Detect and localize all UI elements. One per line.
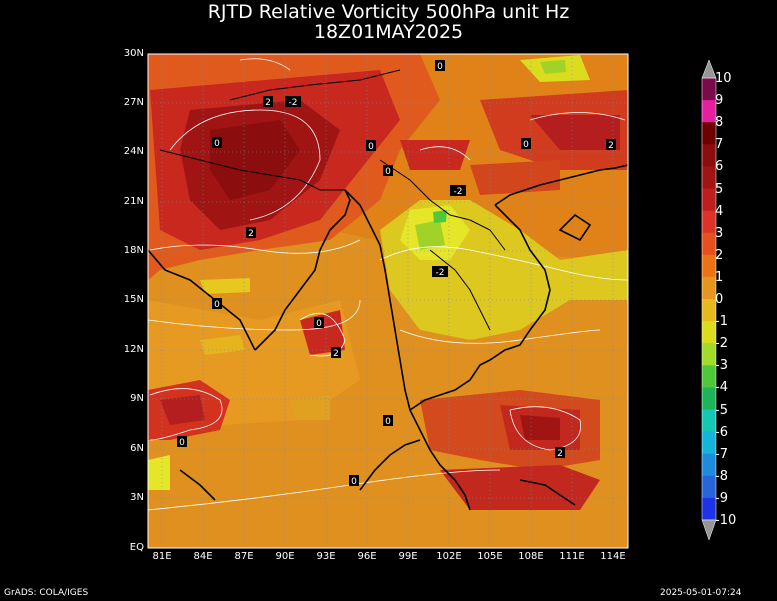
contour-lines — [148, 58, 628, 511]
colorbar-swatch — [702, 343, 716, 366]
lon-label: 96E — [357, 551, 377, 562]
colorbar-label: 7 — [715, 137, 724, 153]
colorbar-label: 10 — [715, 71, 732, 86]
colorbar-label: -10 — [715, 513, 737, 528]
colorbar-swatch — [702, 475, 716, 499]
colorbar-label: 1 — [715, 269, 724, 285]
lat-label: 3N — [130, 492, 144, 503]
colorbar-label: 0 — [715, 292, 724, 307]
lon-label: 93E — [316, 551, 336, 562]
colorbar-swatch — [702, 254, 716, 278]
contour-value-labels: 0 2 -2 0 0 -2 2 0 -2 0 2 2 0 0 0 0 2 0 — [177, 60, 616, 487]
colorbar-label: 4 — [715, 203, 724, 219]
lon-label: 99E — [398, 551, 418, 562]
colorbar-bottom-arrow — [701, 519, 717, 541]
colorbar-label: 2 — [715, 247, 724, 263]
contour-label: 0 — [351, 477, 357, 487]
colorbar-swatch — [702, 409, 716, 432]
colorbar-swatch — [702, 365, 716, 388]
colorbar-swatch — [702, 232, 716, 256]
lat-label: EQ — [129, 542, 144, 553]
country-borders — [159, 69, 506, 331]
colorbar — [701, 77, 717, 521]
contour-label: 2 — [248, 229, 254, 239]
contour-label: -2 — [289, 98, 298, 108]
colorbar-label: -5 — [715, 402, 728, 418]
colorbar-label: 3 — [715, 225, 724, 241]
contour-label: 2 — [608, 141, 614, 151]
colorbar-label: -7 — [715, 446, 728, 462]
lon-label: 111E — [559, 551, 585, 562]
lat-label: 30N — [123, 48, 144, 59]
colorbar-swatch — [702, 497, 716, 521]
map-title: RJTD Relative Vorticity 500hPa unit Hz — [207, 1, 570, 23]
colorbar-swatch — [702, 144, 716, 167]
lon-label: 87E — [234, 551, 254, 562]
contour-label: 0 — [316, 319, 322, 329]
contour-label: 0 — [179, 438, 185, 448]
colorbar-label: 9 — [715, 93, 724, 109]
colorbar-label: 6 — [715, 159, 724, 175]
footer-timestamp: 2025-05-01-07:24 — [660, 588, 742, 598]
colorbar-swatch — [702, 166, 716, 189]
lon-label: 81E — [152, 551, 172, 562]
contour-label: 0 — [437, 62, 443, 72]
colorbar-swatch — [702, 188, 716, 211]
colorbar-label: -8 — [715, 468, 728, 484]
lon-label: 84E — [193, 551, 213, 562]
colorbar-swatch — [702, 387, 716, 410]
contour-label: -2 — [454, 187, 463, 197]
lat-label: 6N — [130, 443, 144, 454]
contour-label: -2 — [436, 268, 445, 278]
colorbar-swatch — [702, 100, 716, 123]
colorbar-label: -6 — [715, 424, 728, 440]
colorbar-swatch — [702, 122, 716, 145]
contour-label: 2 — [265, 98, 271, 108]
lat-label: 18N — [123, 245, 144, 256]
colorbar-swatch — [702, 453, 716, 477]
lon-label: 90E — [275, 551, 295, 562]
lon-label: 105E — [477, 551, 503, 562]
lat-label: 24N — [123, 146, 144, 157]
lat-label: 12N — [123, 344, 144, 355]
contour-label: 0 — [368, 142, 374, 152]
colorbar-swatch — [702, 299, 716, 322]
contour-label: 0 — [214, 139, 220, 149]
colorbar-top-arrow — [701, 59, 717, 79]
lat-label: 9N — [130, 393, 144, 404]
contour-label: 0 — [523, 140, 529, 150]
contour-label: 0 — [385, 417, 391, 427]
colorbar-label: -4 — [715, 380, 728, 396]
lon-label: 114E — [600, 551, 626, 562]
lat-label: 15N — [123, 294, 144, 305]
colorbar-label: 8 — [715, 115, 724, 131]
lon-label: 108E — [518, 551, 544, 562]
lat-label: 21N — [123, 196, 144, 207]
contour-label: 2 — [557, 449, 563, 459]
colorbar-swatch — [702, 276, 716, 300]
colorbar-swatch — [702, 431, 716, 454]
colorbar-label: 5 — [715, 181, 724, 197]
vorticity-field — [148, 54, 628, 548]
footer-software-credit: GrADS: COLA/IGES — [4, 588, 89, 598]
colorbar-label: -2 — [715, 336, 728, 352]
coastlines — [148, 164, 628, 511]
lon-label: 102E — [436, 551, 462, 562]
colorbar-swatch — [702, 78, 716, 101]
colorbar-swatch — [702, 210, 716, 233]
colorbar-label: -9 — [715, 490, 728, 506]
colorbar-label: -1 — [715, 314, 728, 330]
colorbar-swatch — [702, 321, 716, 344]
graticule — [148, 54, 628, 548]
lat-label: 27N — [123, 97, 144, 108]
contour-label: 0 — [385, 167, 391, 177]
contour-label: 0 — [214, 300, 220, 310]
colorbar-label: -3 — [715, 358, 728, 374]
map-frame — [147, 53, 629, 549]
map-datetime: 18Z01MAY2025 — [313, 21, 464, 43]
contour-label: 2 — [333, 349, 339, 359]
